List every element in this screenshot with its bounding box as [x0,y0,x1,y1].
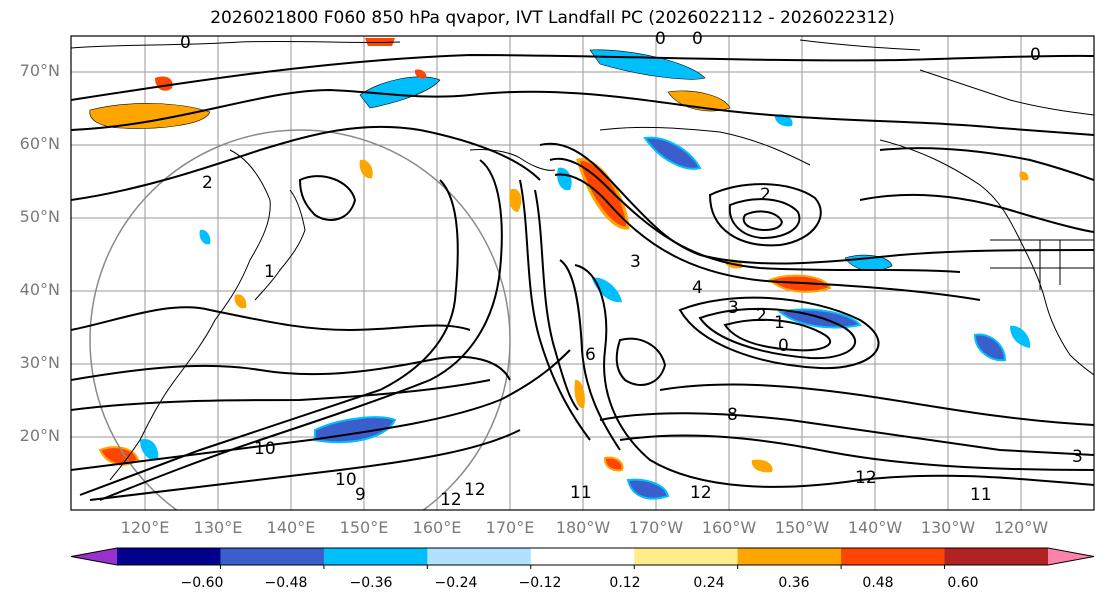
contour-label: 2 [756,306,767,326]
contour-label: 1 [774,313,785,333]
colorbar-segment [427,548,532,565]
lat-label-50n: 50°N [19,207,60,226]
lon-label-120e: 120°E [120,518,170,537]
contour-label: 11 [970,485,992,505]
lon-label-130w: 130°W [920,518,976,537]
contour-label: 10 [335,470,357,490]
lon-label-160w: 160°W [701,518,757,537]
contour-label: 10 [254,439,276,459]
contour-label: 9 [355,485,366,505]
contour-label: 0 [1030,45,1041,65]
reference-circle [89,129,511,510]
lat-label-60n: 60°N [19,134,60,153]
colorbar-tick-label: 0.48 [862,575,894,591]
colorbar-tick-label: 0.60 [947,575,979,591]
ivt-contours [71,53,1094,501]
colorbar-tick-label: 0.12 [609,575,641,591]
lon-label-170e: 170°E [485,518,535,537]
colorbar-segment [323,548,428,565]
lon-label-140e: 140°E [266,518,316,537]
contour-label: 0 [692,29,703,49]
colorbar-tick-label: −0.48 [264,575,308,591]
lon-label-180w: 180°W [555,518,611,537]
colorbar-outline [70,547,1095,566]
colorbar-segment [117,548,221,565]
map-frame [70,35,1095,511]
colorbar-tick-label: 0.24 [693,575,725,591]
contour-label: 11 [570,483,592,503]
contour-label: 12 [690,483,712,503]
contour-label: 3 [1072,447,1083,467]
colorbar-segment [841,548,946,565]
colorbar-segment [220,548,325,565]
colorbar-tick-label: −0.36 [349,575,393,591]
contour-label: 1 [264,262,275,282]
contour-label: 2 [760,185,771,205]
lat-label-40n: 40°N [19,280,60,299]
colorbar-segment [944,548,1049,565]
lon-label-150e: 150°E [339,518,389,537]
lon-label-130e: 130°E [193,518,243,537]
colorbar-extend-low [71,548,117,565]
contour-label: 12 [855,468,877,488]
contour-label: 3 [728,298,739,318]
colorbar-tick-label: −0.24 [434,575,478,591]
contour-label: 8 [727,405,738,425]
contour-label: 4 [692,278,703,298]
contour-label: 0 [778,336,789,356]
colorbar-extend-high [1048,548,1094,565]
lon-label-140w: 140°W [847,518,903,537]
lon-label-160e: 160°E [412,518,462,537]
lat-label-20n: 20°N [19,426,60,445]
colorbar-tick-label: −0.60 [180,575,224,591]
lat-label-70n: 70°N [19,61,60,80]
contour-label: 12 [440,490,462,510]
contour-label: 2 [202,173,213,193]
contour-label: 0 [655,29,666,49]
lon-label-120w: 120°W [993,518,1049,537]
coastlines [71,39,1094,481]
colorbar [70,547,1095,569]
colorbar-segment [530,548,635,565]
contour-label: 3 [630,252,641,272]
colorbar-segment [737,548,842,565]
lat-label-30n: 30°N [19,353,60,372]
map-title: 2026021800 F060 850 hPa qvapor, IVT Land… [210,8,895,28]
colorbar-tick-label: −0.12 [518,575,562,591]
colorbar-tick-label: 0.36 [778,575,810,591]
lon-label-170w: 170°W [628,518,684,537]
colorbar-segment [634,548,739,565]
lon-label-150w: 150°W [774,518,830,537]
contour-label: 12 [464,480,486,500]
contour-label: 6 [585,345,596,365]
contour-label: 0 [180,33,191,53]
